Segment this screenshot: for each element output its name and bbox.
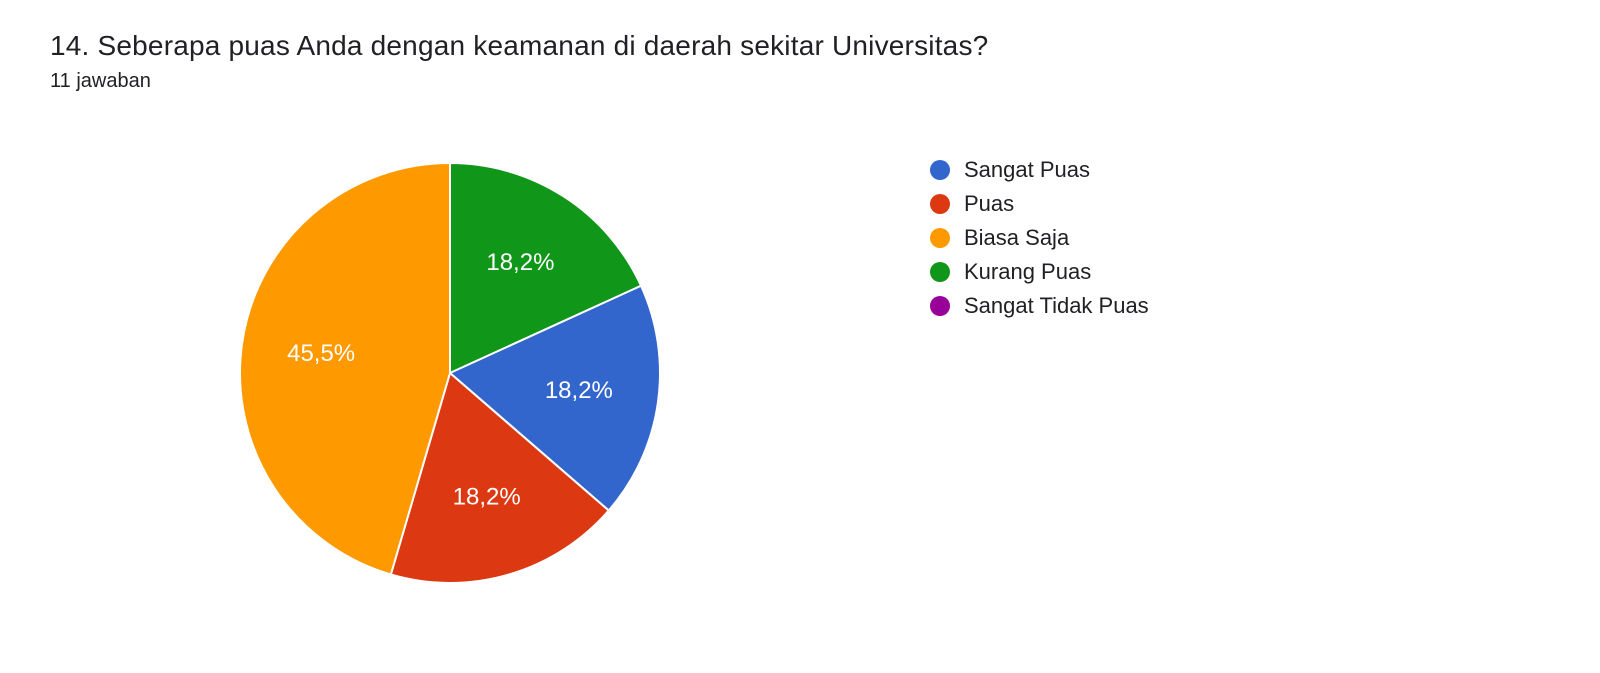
legend-item-sangat_tidak_puas[interactable]: Sangat Tidak Puas	[930, 289, 1149, 323]
legend-item-kurang_puas[interactable]: Kurang Puas	[930, 255, 1149, 289]
legend-item-puas[interactable]: Puas	[930, 187, 1149, 221]
pie-slice-label-kurang_puas: 18,2%	[486, 249, 554, 276]
legend-item-sangat_puas[interactable]: Sangat Puas	[930, 153, 1149, 187]
legend-item-biasa_saja[interactable]: Biasa Saja	[930, 221, 1149, 255]
legend-swatch-biasa_saja	[930, 228, 950, 248]
legend-label-kurang_puas: Kurang Puas	[964, 259, 1091, 285]
legend-swatch-kurang_puas	[930, 262, 950, 282]
pie-slice-label-sangat_puas: 18,2%	[545, 377, 613, 404]
legend-swatch-sangat_puas	[930, 160, 950, 180]
legend-swatch-sangat_tidak_puas	[930, 296, 950, 316]
response-count: 11 jawaban	[50, 70, 1550, 93]
pie-chart-wrap: 18,2% 18,2% 18,2% 45,5%	[50, 143, 850, 613]
legend-swatch-puas	[930, 194, 950, 214]
chart-row: 18,2% 18,2% 18,2% 45,5% Sangat Puas Puas Bias…	[50, 143, 1550, 613]
legend-label-sangat_tidak_puas: Sangat Tidak Puas	[964, 293, 1149, 319]
legend-label-biasa_saja: Biasa Saja	[964, 225, 1069, 251]
question-title: 14. Seberapa puas Anda dengan keamanan d…	[50, 30, 1550, 62]
legend-label-sangat_puas: Sangat Puas	[964, 157, 1090, 183]
pie-slice-label-puas: 18,2%	[453, 483, 521, 510]
pie-chart: 18,2% 18,2% 18,2% 45,5%	[200, 143, 700, 613]
pie-slice-label-biasa_saja: 45,5%	[287, 340, 355, 367]
chart-card: 14. Seberapa puas Anda dengan keamanan d…	[0, 0, 1600, 673]
legend-label-puas: Puas	[964, 191, 1014, 217]
legend: Sangat Puas Puas Biasa Saja Kurang Puas Sang…	[930, 153, 1149, 323]
